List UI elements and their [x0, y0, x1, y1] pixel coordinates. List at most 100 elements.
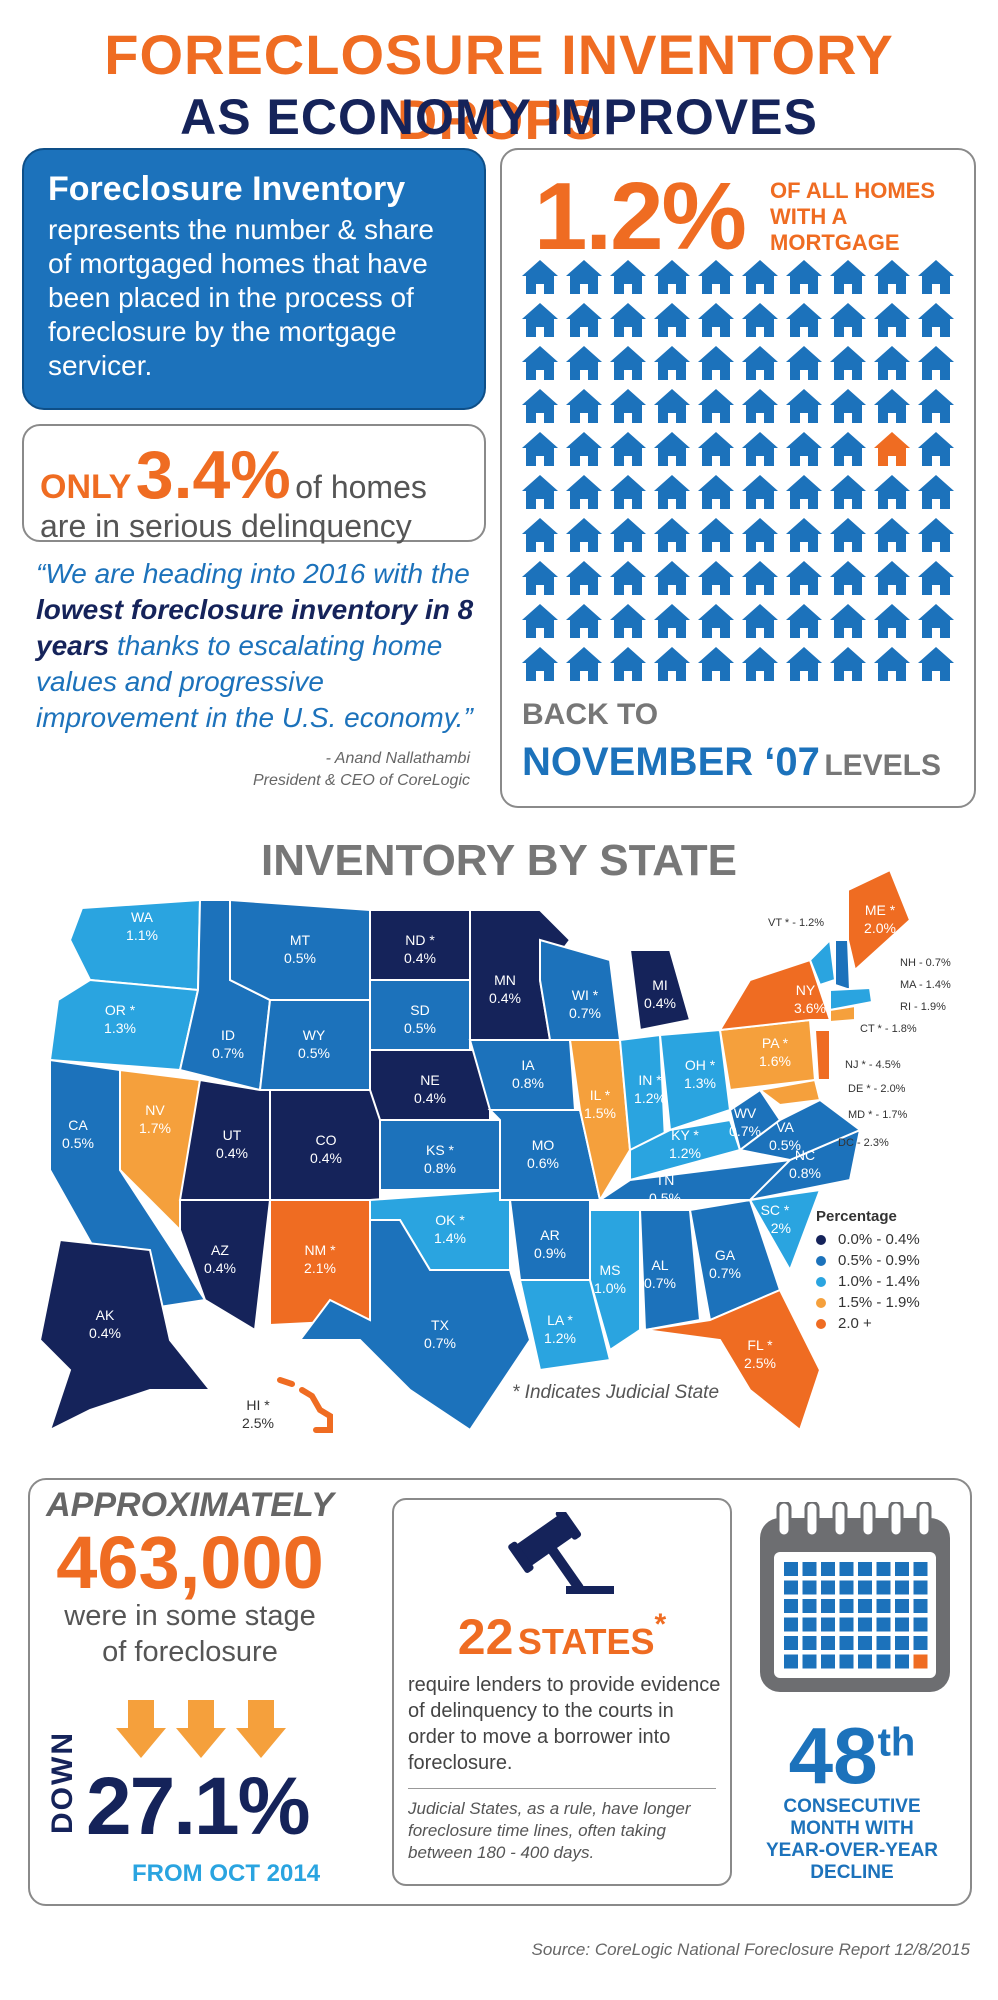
stage-line1: were in some stage: [64, 1600, 316, 1632]
house-icon: [610, 604, 646, 638]
house-icon: [610, 389, 646, 423]
judicial-requirement: require lenders to provide evidence of d…: [408, 1674, 721, 1774]
state-value: 0.7%: [569, 1005, 601, 1021]
calendar-day: [784, 1636, 798, 1650]
house-icon: [698, 346, 734, 380]
house-icon: [698, 518, 734, 552]
delinquency-value: 3.4%: [135, 437, 291, 513]
state-value: 0.7%: [424, 1335, 456, 1351]
calendar-day: [802, 1580, 817, 1595]
house-icon: [786, 604, 822, 638]
state-me: [847, 870, 912, 972]
house-icon: [874, 303, 910, 337]
house-icon: [522, 561, 558, 595]
state-fl: [644, 1288, 822, 1432]
state-label: ME *: [865, 902, 896, 918]
gavel-icon: [508, 1512, 614, 1594]
stage-line2: of foreclosure: [102, 1636, 278, 1668]
map-title: INVENTORY BY STATE: [261, 836, 737, 885]
state-label: LA *: [547, 1312, 573, 1328]
us-state-map: WA 1.1% OR * 1.3% CA 0.5% ID 0.7% NV 1.7% MT 0.5% WY…: [38, 870, 951, 1433]
calendar-day: [802, 1636, 817, 1650]
foreclosure-count: 463,000: [56, 1521, 324, 1604]
house-icon: [566, 561, 602, 595]
state-label: ND *: [405, 932, 435, 948]
back-to-month: NOVEMBER ‘07: [522, 740, 820, 784]
foreclosure-stage: were in some stage of foreclosure: [40, 1598, 340, 1670]
calendar-day: [821, 1562, 835, 1576]
house-icon: [566, 604, 602, 638]
back-to-date: NOVEMBER ‘07 LEVELS: [522, 740, 941, 785]
judicial-states-count: 22 STATES*: [392, 1608, 732, 1666]
state-value: 0.5%: [404, 1020, 436, 1036]
state-label: IA: [521, 1057, 535, 1073]
house-icon: [654, 432, 690, 466]
calendar-day: [858, 1636, 872, 1650]
quote-part1: “We are heading into 2016 with the: [36, 558, 470, 589]
legend-label: 0.0% - 0.4%: [838, 1231, 920, 1248]
house-icon: [654, 346, 690, 380]
state-label: AK: [96, 1307, 115, 1323]
house-icon: [742, 518, 778, 552]
house-icon: [830, 260, 866, 294]
state-ak: [38, 1238, 213, 1432]
northeast-state-label: NH - 0.7%: [900, 957, 951, 969]
calendar-day: [821, 1580, 835, 1595]
state-value: 1.0%: [594, 1280, 626, 1296]
house-icon: [566, 346, 602, 380]
calendar-day: [895, 1617, 909, 1632]
house-icon: [698, 647, 734, 681]
calendar-icon: [760, 1502, 950, 1692]
house-icon: [874, 561, 910, 595]
state-value: 0.7%: [212, 1045, 244, 1061]
state-label: OR *: [105, 1002, 136, 1018]
house-icon: [522, 647, 558, 681]
house-icon: [874, 389, 910, 423]
map-legend: Percentage 0.0% - 0.4% 0.5% - 0.9% 1.0% - …: [816, 1208, 920, 1334]
house-icon: [918, 518, 954, 552]
house-icon: [610, 346, 646, 380]
northeast-state-label: VT * - 1.2%: [768, 917, 824, 929]
calendar-day: [876, 1580, 891, 1595]
state-or: [48, 978, 200, 1072]
state-sc: [748, 1188, 822, 1273]
homes-label-line1: OF ALL HOMES: [770, 178, 935, 203]
calendar-day: [839, 1580, 854, 1595]
house-icon: [742, 475, 778, 509]
state-value: 0.7%: [709, 1265, 741, 1281]
states-number: 22: [457, 1609, 514, 1665]
state-label: TN: [656, 1172, 675, 1188]
state-value: 0.7%: [729, 1123, 761, 1139]
state-value: 1.3%: [104, 1020, 136, 1036]
house-icon: [918, 432, 954, 466]
house-icon: [610, 432, 646, 466]
state-value: 0.4%: [216, 1145, 248, 1161]
legend-item: 1.0% - 1.4%: [816, 1271, 920, 1292]
house-icon: [918, 475, 954, 509]
months-suffix: th: [877, 1720, 916, 1765]
down-arrows-icon: [116, 1700, 286, 1758]
state-value: 0.5%: [769, 1137, 801, 1153]
house-icon: [610, 260, 646, 294]
delinquency-suffix: of homes: [295, 469, 427, 505]
house-icon: [742, 260, 778, 294]
house-icon: [522, 475, 558, 509]
calendar-day: [802, 1562, 817, 1576]
calendar-day: [858, 1654, 872, 1669]
house-icon: [610, 475, 646, 509]
delinquency-line2: are in serious delinquency: [40, 508, 412, 544]
state-label: MN: [494, 972, 516, 988]
calendar-day: [858, 1580, 872, 1595]
house-icon: [654, 389, 690, 423]
calendar-day: [858, 1617, 872, 1632]
legend-label: 1.5% - 1.9%: [838, 1294, 920, 1311]
state-label: TX: [431, 1317, 450, 1333]
state-value: 0.4%: [489, 990, 521, 1006]
calendar-day: [876, 1562, 891, 1576]
house-icon: [742, 432, 778, 466]
house-icon: [522, 346, 558, 380]
state-value: 0.4%: [204, 1260, 236, 1276]
calendar-day: [876, 1636, 891, 1650]
calendar-day: [839, 1599, 854, 1613]
